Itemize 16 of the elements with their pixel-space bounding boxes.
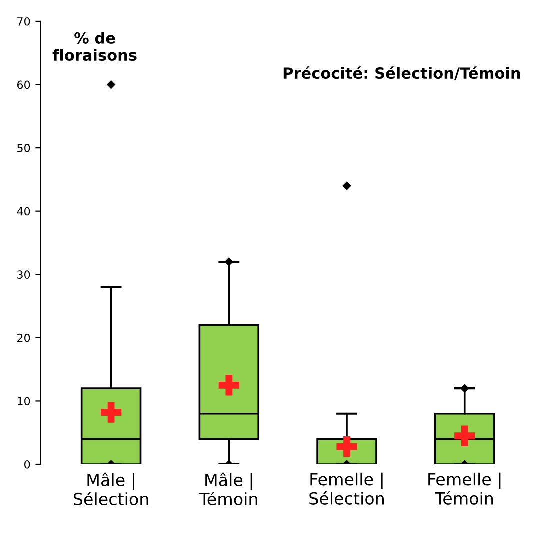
y-tick-label: 0	[24, 460, 30, 469]
y-tick-label: 40	[17, 207, 30, 216]
point	[218, 375, 240, 396]
x-tick-label: Femelle | Sélection	[310, 472, 384, 505]
y-tick-label: 30	[18, 270, 30, 280]
y-tick-label: 50	[18, 144, 30, 152]
y-axis-title: % de floraisons	[52, 32, 137, 62]
x-tick-label: Mâle | Sélection	[74, 472, 148, 506]
x-tick-label: Femelle | Témoin	[428, 472, 501, 505]
text: Précocité: Sélection/Témoin	[284, 66, 520, 80]
y-tick-label: 20	[18, 334, 30, 342]
y-tick-label: 10	[18, 397, 30, 406]
y-tick-label: 60	[17, 80, 30, 90]
point	[100, 402, 122, 423]
x-tick-label: Mâle | Témoin	[199, 472, 258, 506]
y-tick-label: 70	[18, 17, 30, 26]
